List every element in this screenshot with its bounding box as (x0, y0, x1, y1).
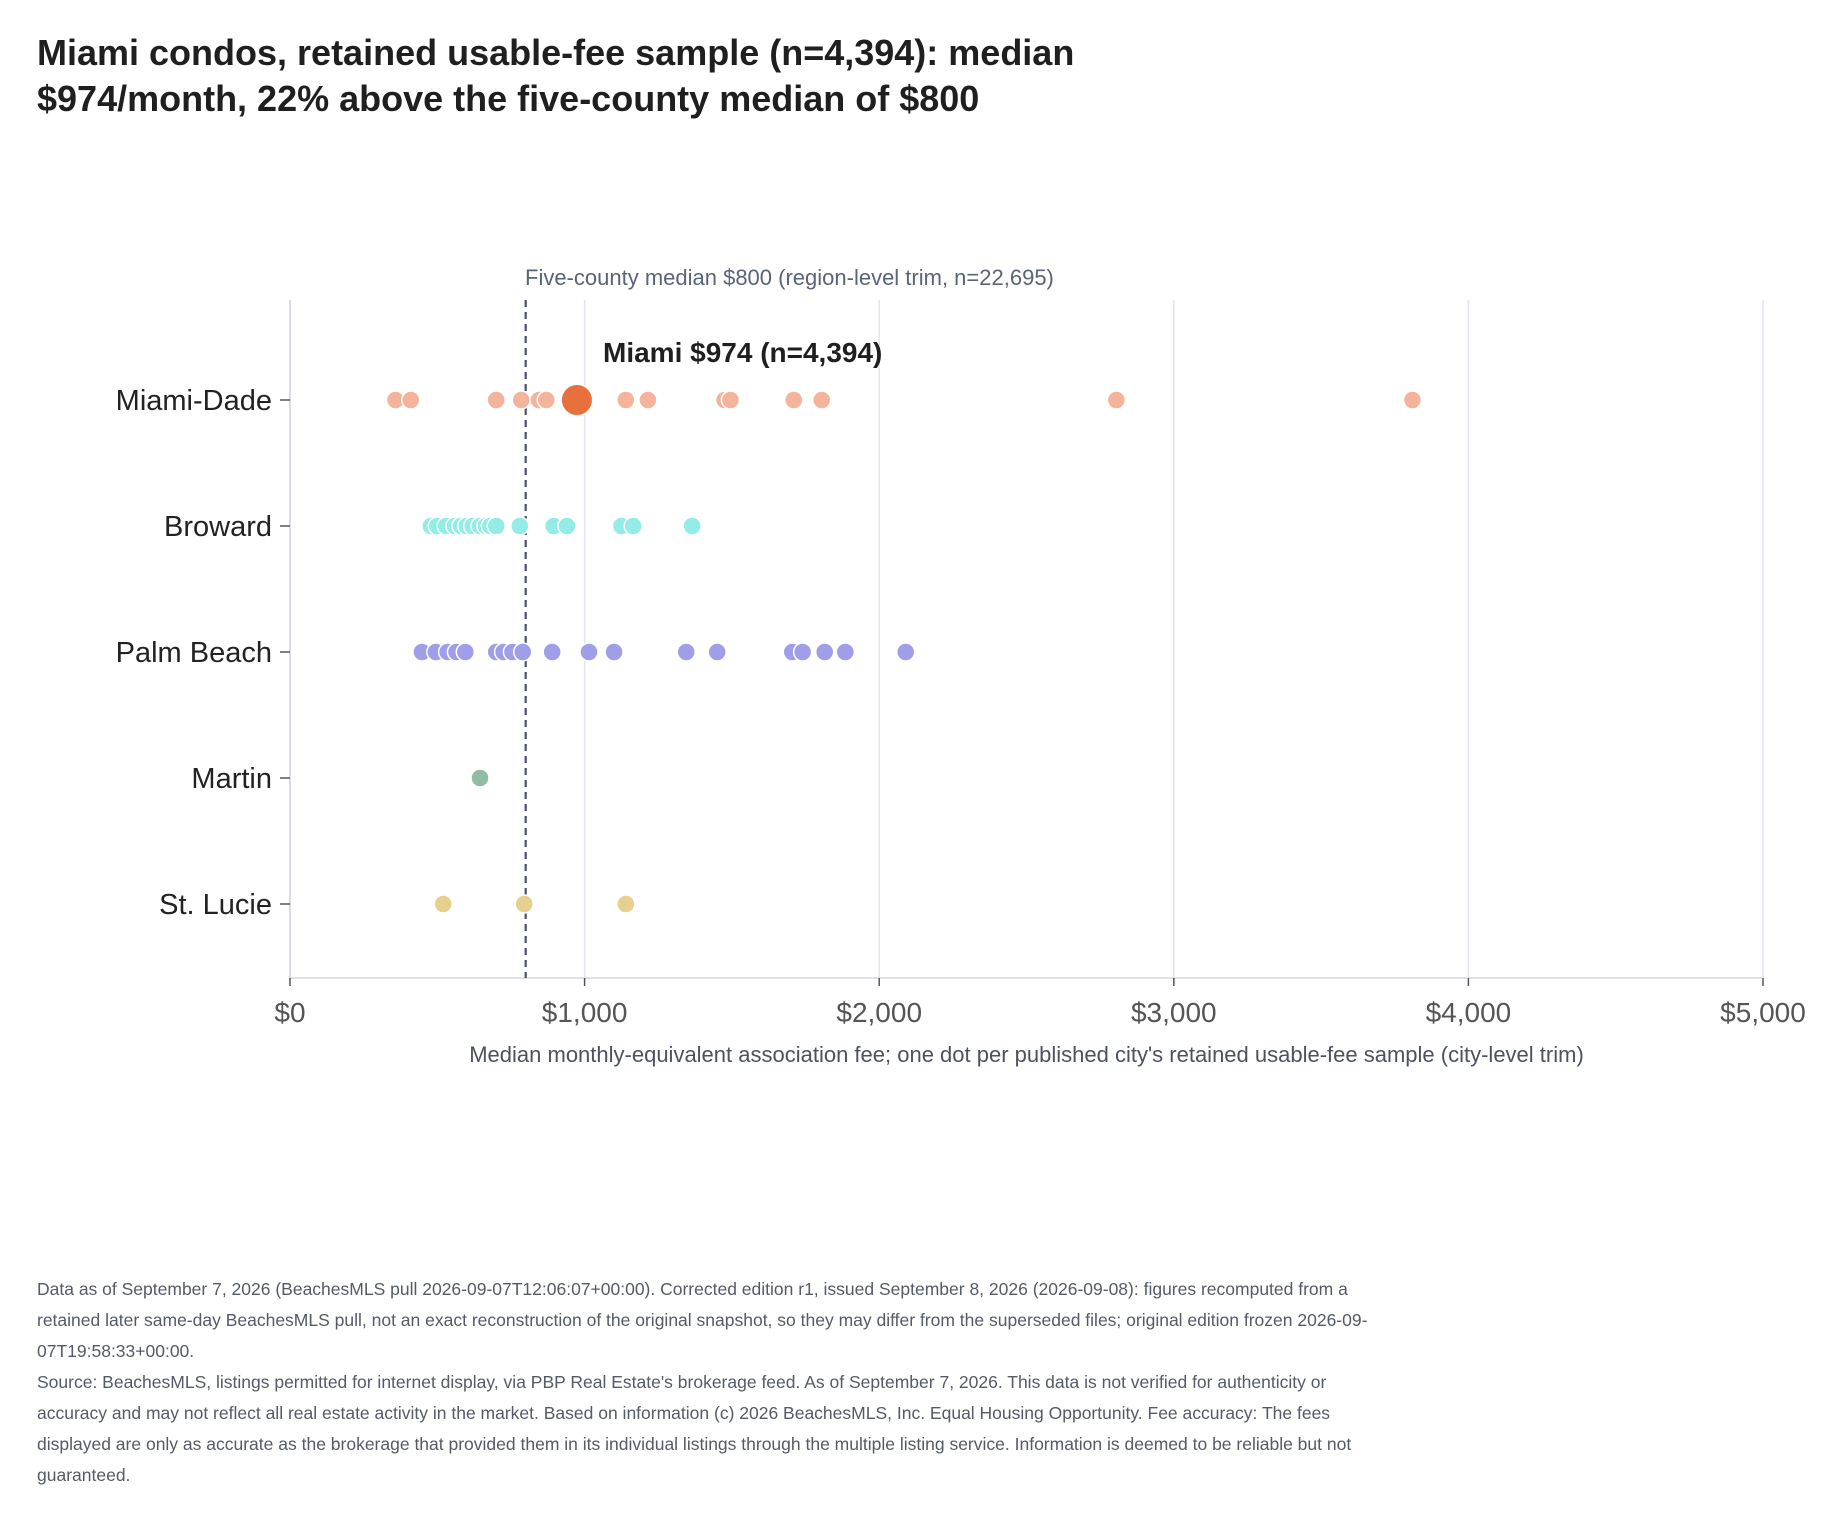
data-point (835, 642, 856, 662)
data-point (557, 516, 577, 536)
data-point (604, 642, 624, 662)
x-tick-label: $2,000 (836, 997, 922, 1028)
data-point (579, 642, 599, 662)
x-tick-label: $4,000 (1426, 997, 1512, 1028)
data-point (511, 390, 532, 410)
data-point (623, 516, 643, 536)
x-tick-label: $3,000 (1131, 997, 1217, 1028)
data-point (638, 390, 658, 410)
highlight-point (559, 383, 594, 417)
x-tick-label: $5,000 (1720, 997, 1806, 1028)
data-point (486, 516, 506, 536)
data-point (455, 642, 476, 662)
y-tick-label: Palm Beach (116, 637, 272, 669)
data-point (542, 642, 562, 662)
y-tick-label: St. Lucie (159, 889, 272, 921)
x-axis-label: Median monthly-equivalent association fe… (469, 1042, 1584, 1067)
data-point (895, 642, 916, 662)
data-point (512, 642, 533, 662)
highlight-label: Miami $974 (n=4,394) (603, 337, 882, 368)
data-point (814, 642, 835, 662)
footnote-edition-note: Data as of September 7, 2026 (BeachesMLS… (37, 1279, 1368, 1361)
y-tick-label: Martin (191, 763, 272, 795)
data-point (470, 768, 490, 788)
data-point (720, 390, 741, 410)
data-point (401, 390, 421, 410)
data-point (682, 516, 702, 536)
footnote: Data as of September 7, 2026 (BeachesMLS… (37, 1274, 1377, 1491)
x-tick-label: $1,000 (542, 997, 628, 1028)
data-point (812, 390, 832, 410)
footnote-source-note: Source: BeachesMLS, listings permitted f… (37, 1372, 1352, 1485)
reference-line-label: Five-county median $800 (region-level tr… (525, 265, 1054, 290)
data-point (784, 390, 804, 410)
data-point (1106, 390, 1127, 410)
data-point (616, 894, 636, 914)
chart-title: Miami condos, retained usable-fee sample… (37, 30, 1237, 122)
data-point (1402, 390, 1423, 410)
y-tick-label: Broward (164, 511, 272, 543)
chart-title-line-2: $974/month, 22% above the five-county me… (37, 78, 980, 119)
data-point (510, 516, 530, 536)
chart-title-line-1: Miami condos, retained usable-fee sample… (37, 32, 1075, 73)
data-point (486, 390, 506, 410)
data-point (433, 894, 453, 914)
data-point (536, 390, 557, 410)
data-point (676, 642, 696, 662)
data-point (514, 894, 534, 914)
y-tick-label: Miami-Dade (116, 385, 272, 417)
data-point (707, 642, 727, 662)
x-tick-label: $0 (274, 997, 305, 1028)
dot-plot-chart: $0 $1,000 $2,000 $3,000 $4,000 $5,000 Median m… (116, 265, 1806, 1067)
data-point (792, 642, 813, 662)
data-point (616, 390, 636, 410)
